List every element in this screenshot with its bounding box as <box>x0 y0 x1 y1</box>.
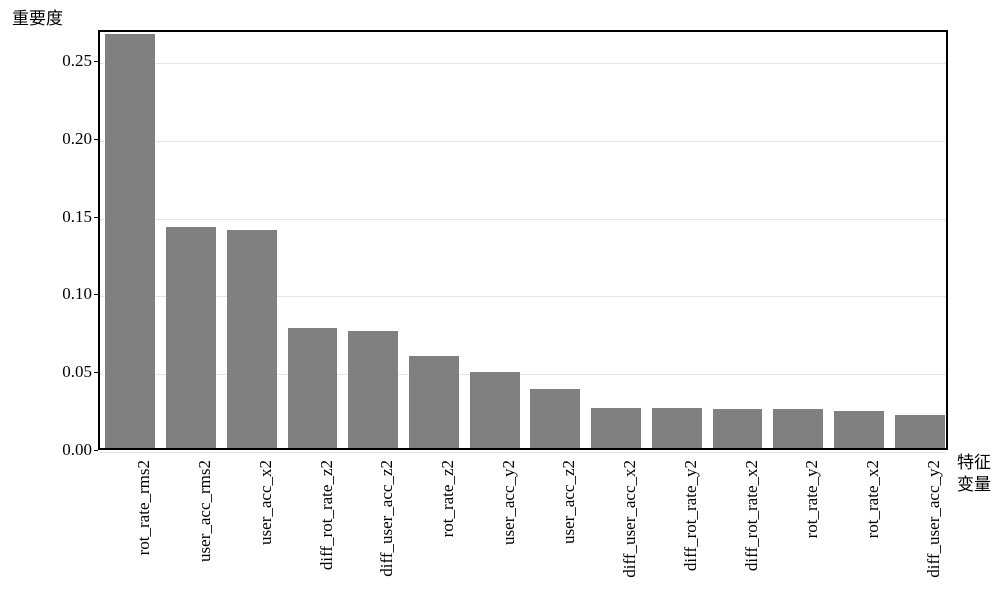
bar <box>227 230 277 448</box>
gridline <box>100 452 946 453</box>
y-tick-label: 0.05 <box>42 362 92 382</box>
x-tick-label: user_acc_rms2 <box>195 460 215 562</box>
y-tick-label: 0.20 <box>42 129 92 149</box>
x-tick-label: diff_rot_rate_y2 <box>681 460 701 571</box>
bar <box>773 409 823 448</box>
x-tick-label: rot_rate_rms2 <box>134 460 154 555</box>
feature-importance-chart: 重要度 特征变量 0.00 0.05 0.10 0.15 0.20 0.25 rot_ra… <box>0 0 1000 610</box>
x-tick-label: diff_rot_rate_z2 <box>317 460 337 570</box>
plot-area <box>98 30 948 450</box>
bar <box>409 356 459 448</box>
bars-group <box>100 32 946 448</box>
bar <box>288 328 338 448</box>
bar <box>105 34 155 448</box>
bar <box>895 415 945 448</box>
x-axis-title-line: 特征 <box>954 452 994 474</box>
x-tick-label: user_acc_x2 <box>256 460 276 545</box>
x-tick-label: rot_rate_x2 <box>863 460 883 538</box>
y-tick-label: 0.15 <box>42 207 92 227</box>
x-axis-title-line: 变量 <box>954 474 994 496</box>
y-axis-title: 重要度 <box>12 4 63 29</box>
bar <box>713 409 763 448</box>
y-tick-label: 0.10 <box>42 284 92 304</box>
x-axis-title: 特征变量 <box>954 452 994 496</box>
bar <box>470 372 520 448</box>
bar <box>348 331 398 448</box>
y-tick-label: 0.25 <box>42 51 92 71</box>
y-tick-mark <box>94 450 98 451</box>
x-tick-label: diff_user_acc_x2 <box>620 460 640 578</box>
y-tick-label: 0.00 <box>42 440 92 460</box>
x-tick-label: user_acc_y2 <box>499 460 519 545</box>
bar <box>834 411 884 448</box>
bar <box>591 408 641 448</box>
x-tick-label: diff_user_acc_y2 <box>924 460 944 578</box>
bar <box>166 227 216 448</box>
x-tick-label: rot_rate_y2 <box>802 460 822 538</box>
x-tick-label: diff_user_acc_z2 <box>377 460 397 577</box>
x-tick-label: user_acc_z2 <box>559 460 579 544</box>
x-tick-label: rot_rate_z2 <box>438 460 458 537</box>
bar <box>652 408 702 448</box>
bar <box>530 389 580 448</box>
x-tick-label: diff_rot_rate_x2 <box>742 460 762 571</box>
